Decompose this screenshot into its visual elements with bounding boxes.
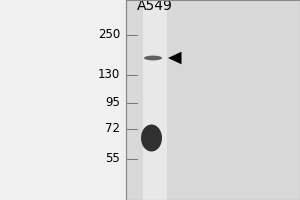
Text: 95: 95 — [105, 97, 120, 110]
Text: 130: 130 — [98, 68, 120, 82]
Polygon shape — [168, 52, 182, 64]
Bar — [142, 0, 167, 200]
Ellipse shape — [141, 124, 162, 152]
Ellipse shape — [144, 56, 162, 60]
Bar — [126, 0, 300, 200]
Text: 250: 250 — [98, 28, 120, 42]
Text: 55: 55 — [105, 152, 120, 166]
Text: 72: 72 — [105, 122, 120, 136]
Text: A549: A549 — [136, 0, 172, 13]
Bar — [126, 0, 300, 200]
